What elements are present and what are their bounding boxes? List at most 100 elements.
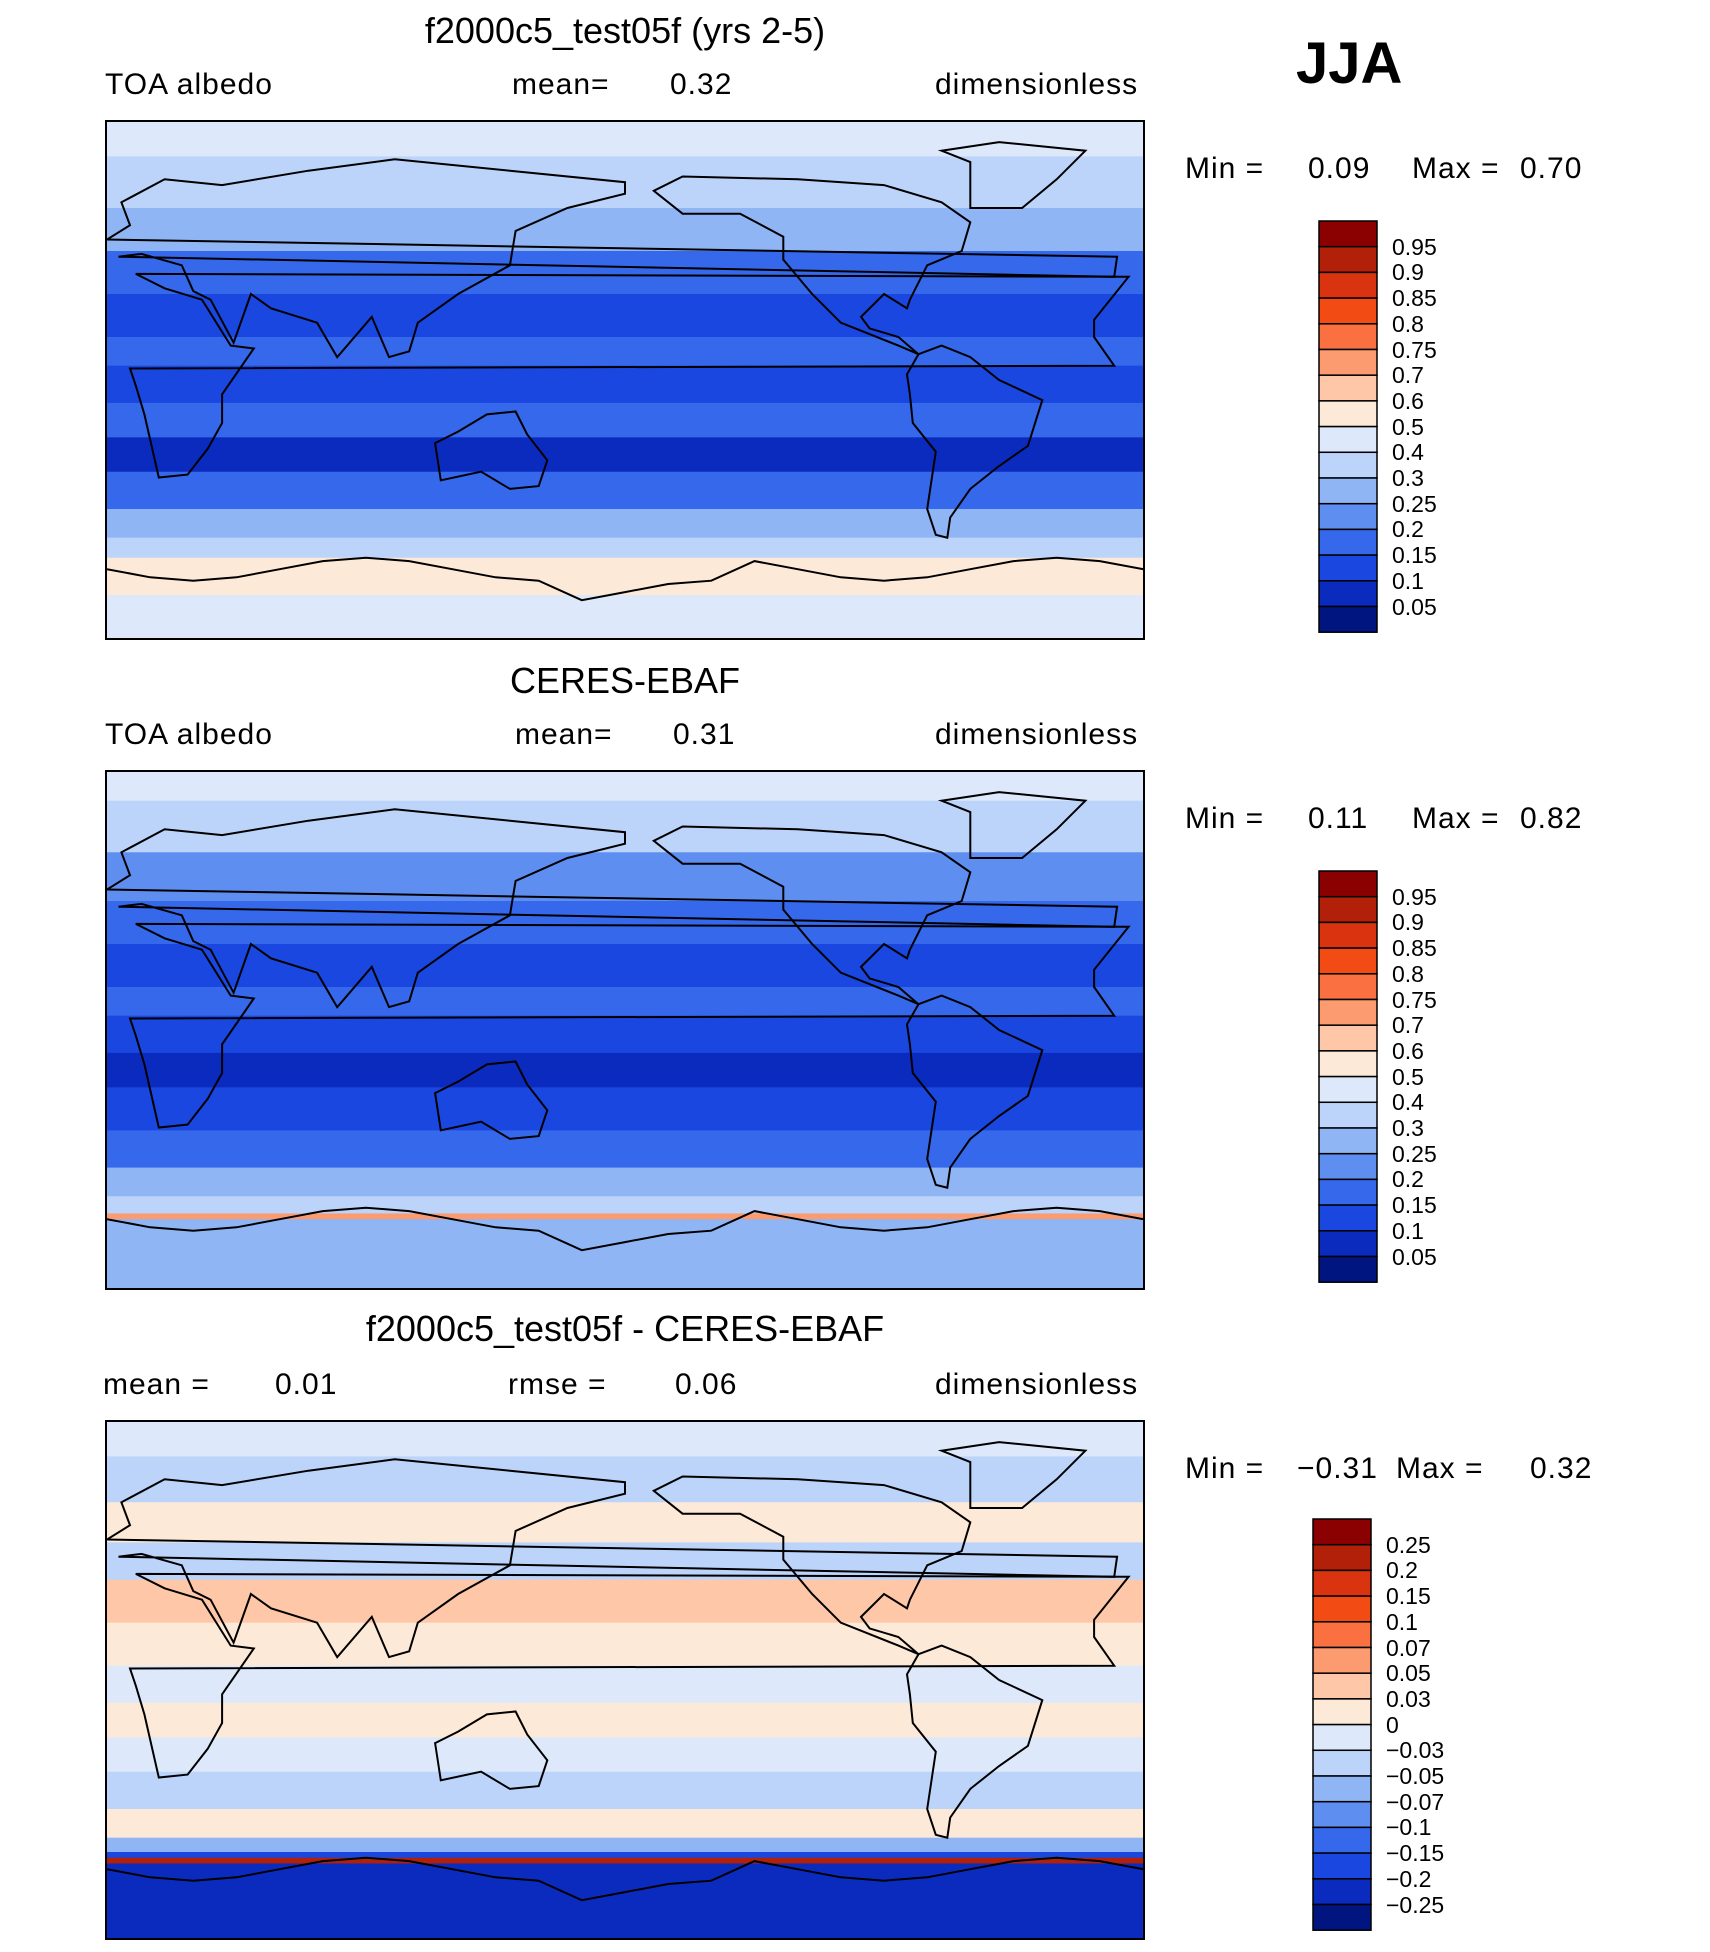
- contour-band: [107, 437, 1143, 473]
- colorbar-tick-label: 0.7: [1392, 362, 1424, 389]
- season-label: JJA: [1296, 31, 1403, 96]
- panel-3-title: f2000c5_test05f - CERES-EBAF: [365, 1308, 885, 1349]
- coastline-antarctica: [107, 1206, 1143, 1252]
- coastline: [651, 825, 972, 1006]
- colorbar-swatch: [1318, 502, 1378, 531]
- colorbar-tick-label: 0.1: [1392, 1217, 1424, 1244]
- colorbar-swatch: [1312, 1672, 1372, 1700]
- colorbar-tick-label: 0.95: [1392, 883, 1437, 910]
- colorbar-swatch: [1318, 348, 1378, 376]
- colorbar-swatch: [1312, 1518, 1372, 1546]
- colorbar-swatch: [1312, 1569, 1372, 1597]
- colorbar-tick-label: 0.15: [1386, 1583, 1431, 1610]
- colorbar-swatch: [1318, 245, 1378, 274]
- panel-1-map: [105, 120, 1145, 640]
- colorbar-tick-label: −0.1: [1386, 1814, 1432, 1841]
- colorbar-tick-label: −0.15: [1386, 1840, 1445, 1867]
- colorbar-swatch: [1318, 947, 1378, 975]
- contour-band: [107, 337, 1143, 367]
- contour-band: [107, 251, 1143, 295]
- colorbar-tick-label: 0.3: [1392, 1115, 1424, 1141]
- contour-band: [107, 1771, 1143, 1810]
- colorbar-swatch: [1312, 1826, 1372, 1854]
- contour-band: [107, 471, 1143, 510]
- colorbar-swatch: [1318, 895, 1378, 924]
- contour-band: [107, 987, 1143, 1017]
- coastline: [937, 141, 1088, 209]
- panel-3-rmse-value: 0.06: [675, 1368, 738, 1401]
- colorbar-swatch: [1318, 477, 1378, 505]
- colorbar-tick-label: 0.07: [1386, 1634, 1431, 1661]
- contour-band: [107, 1213, 1143, 1220]
- panel-3-mean-value: 0.01: [275, 1368, 338, 1401]
- colorbar-swatch: [1318, 451, 1378, 479]
- contour-band: [107, 402, 1143, 438]
- panel-1-variable-label: TOA albedo: [105, 68, 273, 101]
- panel-3-map: [105, 1420, 1145, 1940]
- contour-band: [107, 557, 1143, 596]
- colorbar-tick-label: 0.4: [1392, 439, 1424, 466]
- colorbar-tick-label: 0.15: [1392, 542, 1437, 569]
- colorbar-swatch: [1312, 1775, 1372, 1803]
- colorbar-swatch: [1318, 605, 1378, 633]
- coastline-antarctica: [107, 556, 1143, 602]
- panel-3-units: dimensionless: [935, 1368, 1139, 1401]
- colorbar-tick-label: 0.8: [1392, 310, 1424, 337]
- contour-band: [107, 901, 1143, 945]
- colorbar-swatch: [1318, 297, 1378, 325]
- panel-3-colorbar: 0.25 0.2 0.15 0.1 0.07 0.05 0.03 0 −0.03 −0.05 −0.…: [1312, 1518, 1612, 1931]
- colorbar-swatch: [1312, 1749, 1372, 1777]
- panel-2-max-label: Max =: [1412, 802, 1500, 835]
- panel-2-mean-value: 0.31: [673, 718, 736, 751]
- colorbar-swatch: [1312, 1723, 1372, 1752]
- contour-band: [107, 1852, 1143, 1859]
- colorbar-tick-label: 0.75: [1392, 336, 1437, 363]
- contour-band: [107, 1167, 1143, 1197]
- panel-1-colorbar: 0.95 0.9 0.85 0.8 0.75 0.7 0.6 0.5 0.4 0.3 0.25 0.2…: [1318, 220, 1618, 633]
- contour-band: [107, 509, 1143, 539]
- colorbar-swatch: [1318, 425, 1378, 454]
- contour-band: [107, 944, 1143, 988]
- coastline: [651, 1475, 972, 1656]
- coastline-antarctica: [107, 1856, 1143, 1902]
- colorbar-swatch: [1312, 1646, 1372, 1674]
- coastline: [107, 158, 1119, 359]
- coastline: [128, 1572, 1131, 1779]
- colorbar-swatch: [1318, 1101, 1378, 1129]
- coastline: [128, 922, 1131, 1129]
- colorbar-tick-label: 0.85: [1392, 935, 1437, 962]
- colorbar-tick-label: −0.2: [1386, 1865, 1432, 1892]
- panel-3-max-label: Max =: [1396, 1452, 1484, 1485]
- coastline: [107, 1458, 1119, 1659]
- panel-2-title: CERES-EBAF: [509, 660, 741, 701]
- panel-3-min-value: −0.31: [1297, 1452, 1378, 1485]
- colorbar-tick-label: 0.2: [1392, 1166, 1424, 1193]
- colorbar-tick-label: 0.05: [1386, 1660, 1431, 1687]
- panel-1-max-label: Max =: [1412, 152, 1500, 185]
- colorbar-swatch: [1318, 1075, 1378, 1104]
- colorbar-swatch: [1312, 1800, 1372, 1829]
- panel-2-mean-label: mean=: [515, 718, 613, 751]
- colorbar-swatch: [1312, 1878, 1372, 1906]
- contour-band: [107, 1737, 1143, 1773]
- colorbar-swatch: [1312, 1621, 1372, 1649]
- colorbar-swatch: [1318, 921, 1378, 949]
- panel-3-min-label: Min =: [1185, 1452, 1265, 1485]
- colorbar-tick-label: 0.3: [1392, 465, 1424, 491]
- contour-band: [107, 1219, 1143, 1288]
- contour-band: [107, 1087, 1143, 1131]
- contour-band: [107, 852, 1143, 902]
- colorbar-swatch: [1318, 580, 1378, 608]
- colorbar-tick-label: 0.95: [1392, 233, 1437, 260]
- colorbar-tick-label: −0.05: [1386, 1763, 1445, 1789]
- contour-band: [107, 595, 1143, 638]
- colorbar-swatch: [1318, 1230, 1378, 1258]
- panel-2-min-value: 0.11: [1308, 802, 1369, 835]
- coastline: [905, 994, 1044, 1189]
- colorbar-swatch: [1318, 870, 1378, 898]
- colorbar-swatch: [1318, 1050, 1378, 1078]
- contour-band: [107, 1622, 1143, 1667]
- colorbar-tick-label: 0.9: [1392, 259, 1424, 286]
- panel-1-units: dimensionless: [935, 68, 1139, 101]
- colorbar-swatch: [1318, 271, 1378, 299]
